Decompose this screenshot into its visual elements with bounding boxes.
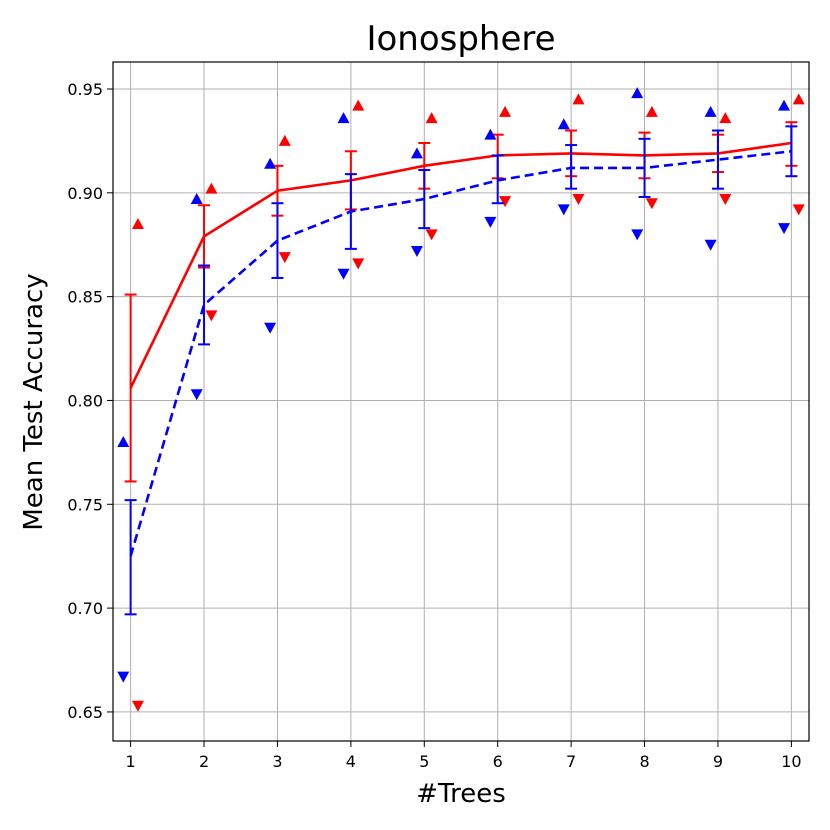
max-marker [205,182,218,194]
y-tick-label: 0.75 [67,495,103,514]
min-marker [778,223,791,235]
y-tick-label: 0.70 [67,599,103,618]
y-tick-label: 0.80 [67,391,103,410]
max-marker [352,99,365,111]
max-marker [778,99,791,111]
max-marker [190,193,203,205]
max-marker [557,118,570,130]
min-marker [499,196,512,208]
x-tick-label: 3 [272,752,282,771]
min-marker [572,194,585,206]
max-marker [131,217,144,229]
series-line [129,150,792,557]
max-marker [499,105,512,117]
max-marker [484,128,497,140]
y-tick-label: 0.85 [67,288,103,307]
max-marker [572,93,585,105]
x-tick-label: 5 [419,752,429,771]
min-marker [190,389,203,401]
x-tick-label: 1 [126,752,136,771]
max-marker [425,112,438,124]
x-tick-label: 4 [346,752,356,771]
min-marker [792,204,805,216]
max-marker [337,112,350,124]
min-marker [631,229,644,241]
y-tick-label: 0.90 [67,184,103,203]
x-tick-label: 10 [781,752,801,771]
max-marker [410,147,423,159]
max-marker [645,105,658,117]
min-marker [131,700,144,712]
axes: 1 2 3 4 5 6 7 8 9 10 0.65 0.70 0.75 0.80 0.85 0.90 0.95 [67,61,810,771]
min-marker [410,245,423,257]
min-marker [278,252,291,264]
min-marker [484,216,497,228]
min-marker [205,310,218,322]
x-tick-label: 9 [713,752,723,771]
max-marker [631,87,644,99]
chart-title: Ionosphere [366,19,555,59]
x-tick-label: 8 [639,752,649,771]
plot-frame [112,61,810,742]
y-tick-label: 0.95 [67,80,103,99]
x-axis-label: #Trees [416,779,506,809]
x-tick-label: 7 [566,752,576,771]
max-marker [117,435,130,447]
min-marker [719,194,732,206]
series-line [129,141,792,389]
series-layer [117,87,805,712]
min-marker [337,268,350,280]
max-marker [719,112,732,124]
min-marker [704,239,717,251]
max-marker [278,134,291,146]
series-1 [124,93,805,712]
min-marker [645,198,658,210]
max-marker [264,157,277,169]
x-tick-label: 6 [493,752,503,771]
y-axis-label: Mean Test Accuracy [19,273,49,530]
max-marker [704,105,717,117]
min-marker [425,229,438,241]
y-tick-label: 0.65 [67,703,103,722]
min-marker [264,322,277,334]
min-marker [557,204,570,216]
min-marker [117,671,130,683]
min-marker [352,258,365,270]
series-2 [117,87,798,683]
grid [113,62,809,741]
max-marker [792,93,805,105]
x-tick-label: 2 [199,752,209,771]
